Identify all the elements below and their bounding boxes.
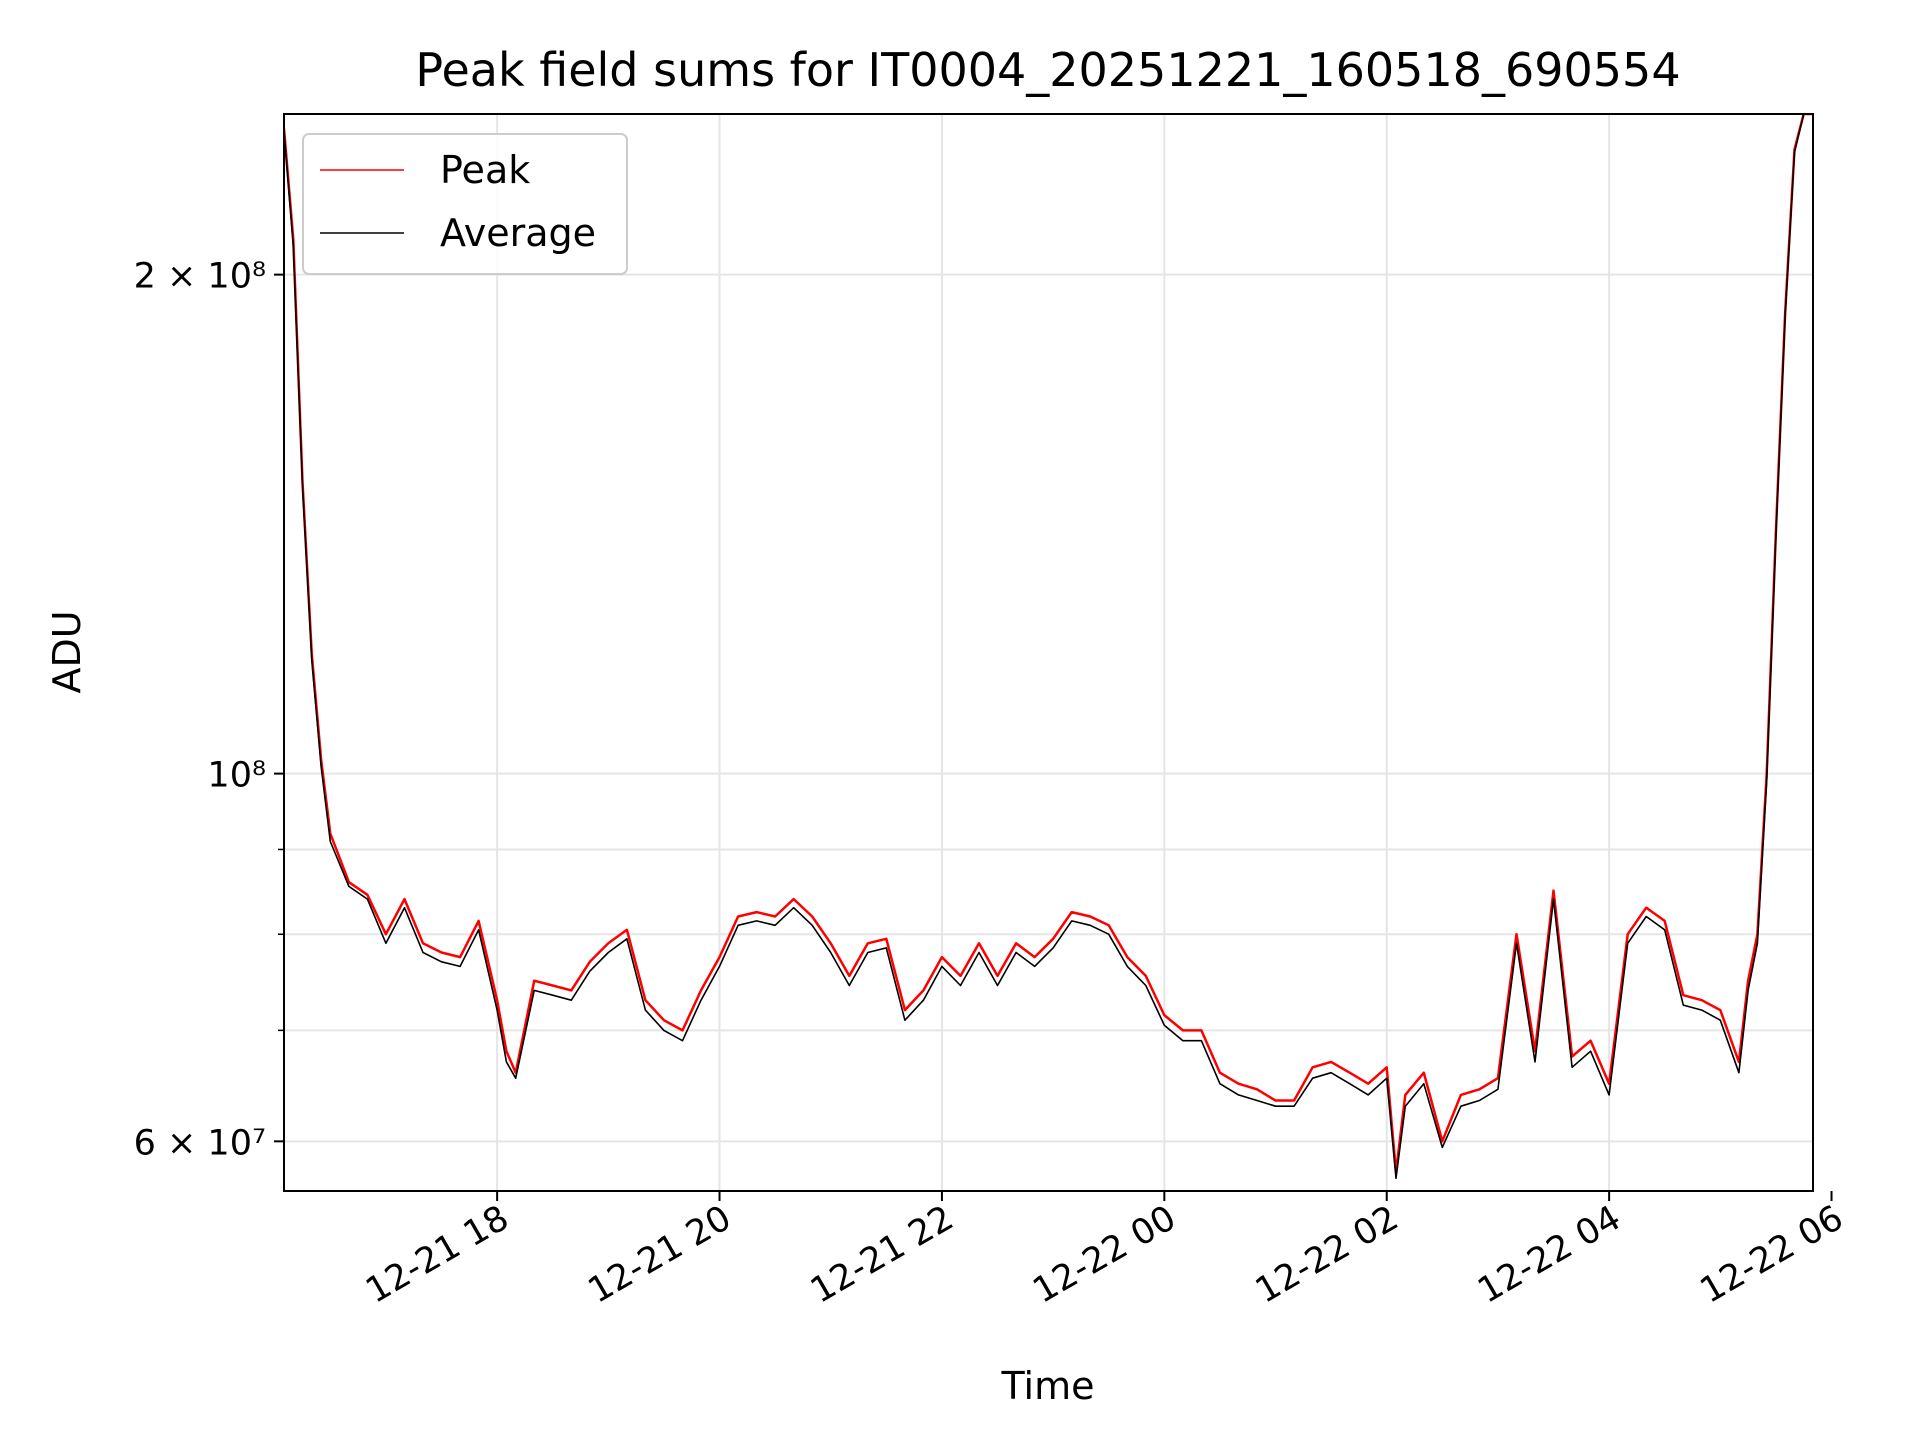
x-axis-label: Time bbox=[1001, 1364, 1095, 1408]
y-tick-label: 6 × 10⁷ bbox=[134, 1123, 266, 1163]
series-line-average bbox=[284, 114, 1813, 1180]
y-axis: 2 × 10⁸ 10⁸ 6 × 10⁷ bbox=[134, 257, 284, 1163]
legend-label-peak: Peak bbox=[440, 148, 530, 192]
y-tick-label: 10⁸ bbox=[207, 756, 266, 796]
chart-title: Peak field sums for IT0004_20251221_1605… bbox=[415, 43, 1680, 97]
series-line-peak bbox=[284, 114, 1813, 1174]
legend: Peak Average bbox=[302, 133, 628, 275]
legend-box bbox=[302, 133, 628, 275]
legend-label-average: Average bbox=[440, 211, 596, 255]
plot-frame bbox=[283, 113, 1814, 1192]
y-tick-label: 2 × 10⁸ bbox=[134, 257, 266, 297]
y-axis-label: ADU bbox=[45, 610, 89, 693]
series-layer bbox=[284, 114, 1813, 1180]
